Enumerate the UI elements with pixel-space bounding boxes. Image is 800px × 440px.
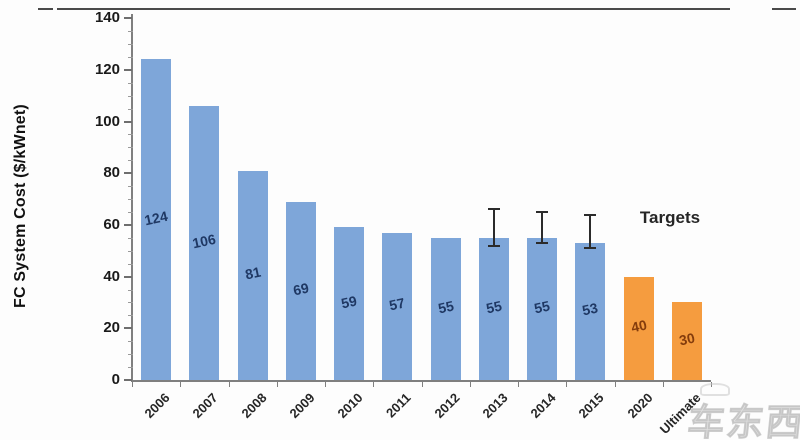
y-minor-tick xyxy=(128,95,133,97)
y-minor-tick xyxy=(128,302,133,304)
y-tick-label: 120 xyxy=(94,60,120,78)
y-tick-label: 60 xyxy=(103,215,120,233)
y-axis-line xyxy=(131,14,133,382)
error-bar-line xyxy=(589,214,592,249)
y-tick-label: 0 xyxy=(111,371,120,388)
y-minor-tick xyxy=(128,56,133,58)
y-minor-tick xyxy=(128,82,133,84)
x-tick xyxy=(180,382,182,387)
y-major-tick xyxy=(124,120,132,123)
y-minor-tick xyxy=(128,43,133,45)
y-minor-tick xyxy=(128,315,133,317)
x-tick xyxy=(228,382,230,387)
y-major-tick xyxy=(124,327,132,330)
y-minor-tick xyxy=(128,250,133,252)
y-minor-tick xyxy=(128,341,133,343)
bar-2010 xyxy=(334,227,365,380)
y-minor-tick xyxy=(128,354,133,356)
bar-Ultimate xyxy=(671,302,702,380)
bar-2008 xyxy=(237,170,268,380)
x-tick xyxy=(373,382,375,387)
x-tick xyxy=(325,382,326,387)
x-tick xyxy=(421,382,423,387)
y-minor-tick xyxy=(128,147,133,149)
y-tick-label: 20 xyxy=(103,319,120,337)
y-major-tick xyxy=(124,172,132,175)
y-major-tick xyxy=(124,68,132,71)
error-bar-line xyxy=(541,211,544,243)
y-major-tick xyxy=(124,275,132,278)
top-border-dash-right xyxy=(772,8,796,10)
bar-2014 xyxy=(527,237,558,380)
watermark: 车东西 xyxy=(685,402,800,440)
bar-2020 xyxy=(623,276,654,380)
x-tick-label-2006: 2006 xyxy=(141,390,173,422)
bar-2007 xyxy=(189,105,220,380)
targets-annotation: Targets xyxy=(639,208,701,227)
y-minor-tick xyxy=(128,211,133,213)
bar-2006 xyxy=(141,59,172,380)
y-tick-label: 140 xyxy=(94,9,120,27)
x-tick xyxy=(566,382,568,387)
y-tick-label: 40 xyxy=(103,267,120,285)
error-bar-cap-top xyxy=(487,208,500,211)
y-major-tick xyxy=(124,17,132,20)
error-bar-line xyxy=(492,209,495,246)
bar-2013 xyxy=(478,237,509,380)
x-tick xyxy=(469,382,471,387)
bar-2011 xyxy=(382,232,413,380)
error-bar-cap-top xyxy=(536,210,549,213)
top-border-dash-left xyxy=(38,8,53,10)
error-bar-cap-top xyxy=(584,213,597,216)
watermark-car-icon xyxy=(700,383,730,396)
x-tick xyxy=(276,382,278,387)
y-minor-tick xyxy=(128,108,133,110)
y-minor-tick xyxy=(128,263,133,265)
top-border-line xyxy=(57,8,730,10)
y-major-tick xyxy=(124,223,132,226)
x-tick xyxy=(132,382,133,387)
y-tick-label: 80 xyxy=(103,164,120,182)
bar-2009 xyxy=(285,201,316,380)
y-minor-tick xyxy=(128,199,133,201)
error-bar-cap-bottom xyxy=(584,247,597,250)
y-major-tick xyxy=(124,379,132,381)
y-minor-tick xyxy=(128,367,133,369)
y-tick-label: 100 xyxy=(94,112,120,130)
x-tick xyxy=(518,382,519,387)
y-minor-tick xyxy=(128,237,133,239)
bar-2012 xyxy=(430,237,461,380)
x-axis-line xyxy=(132,380,711,382)
x-tick xyxy=(614,382,616,387)
y-minor-tick xyxy=(128,134,133,136)
error-bar-cap-bottom xyxy=(487,244,500,247)
y-minor-tick xyxy=(128,289,133,291)
bar-2015 xyxy=(575,242,606,380)
y-minor-tick xyxy=(128,160,133,162)
x-tick xyxy=(662,382,664,387)
error-bar-cap-bottom xyxy=(536,241,549,244)
y-minor-tick xyxy=(128,31,133,33)
y-minor-tick xyxy=(128,186,133,188)
